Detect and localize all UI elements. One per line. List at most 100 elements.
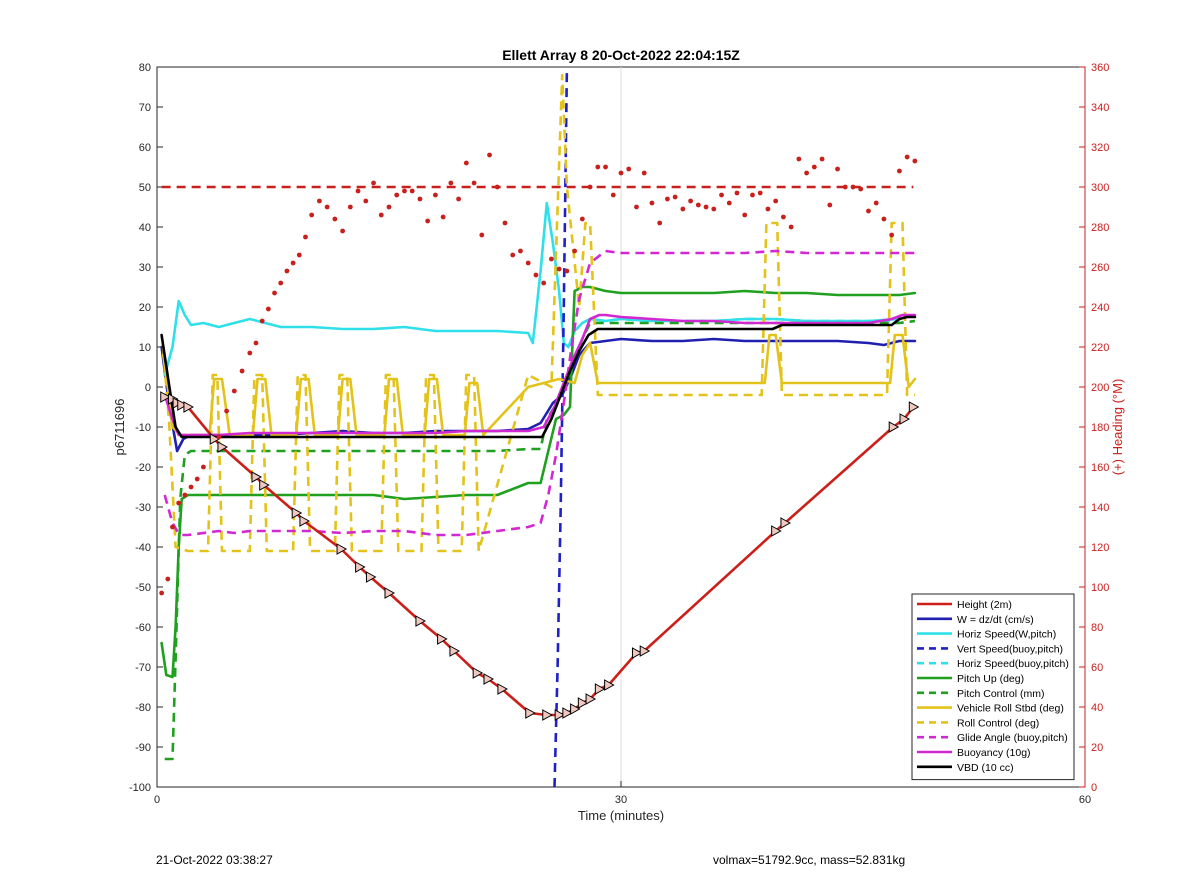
- heading-point: [518, 248, 523, 254]
- heading-point: [502, 220, 508, 226]
- heading-point: [657, 220, 663, 226]
- y-right-tick-label: 80: [1091, 622, 1103, 634]
- y-right-tick-label: 240: [1091, 302, 1109, 314]
- height-marker: [585, 693, 597, 705]
- height-marker: [336, 543, 348, 555]
- heading-point: [572, 248, 577, 254]
- heading-point: [765, 206, 771, 212]
- heading-point: [265, 306, 271, 312]
- y-tick-label: 10: [139, 342, 151, 354]
- height-marker: [554, 709, 566, 721]
- heading-point: [742, 212, 748, 218]
- heading-point: [804, 170, 809, 176]
- height-marker: [570, 703, 581, 715]
- height-marker: [209, 433, 221, 445]
- y-right-tick-label: 340: [1091, 102, 1109, 114]
- height-marker: [291, 507, 303, 519]
- y-right-tick-label: 360: [1091, 62, 1109, 74]
- heading-point: [510, 252, 516, 258]
- y-tick-label: -80: [135, 702, 151, 714]
- heading-point: [324, 204, 330, 210]
- height-marker: [908, 401, 920, 413]
- y-tick-label: -20: [135, 462, 151, 474]
- height-marker: [183, 401, 194, 413]
- heading-point: [471, 180, 477, 186]
- heading-point: [688, 198, 693, 204]
- footer-vehicle-params: volmax=51792.9cc, mass=52.831kg: [713, 853, 906, 867]
- x-tick-label: 60: [1079, 794, 1091, 806]
- heading-point: [402, 188, 407, 194]
- heading-point: [873, 200, 879, 206]
- y-tick-label: -40: [135, 542, 151, 554]
- y-tick-label: -30: [135, 502, 151, 514]
- heading-point: [842, 184, 848, 190]
- series-group: [159, 67, 920, 787]
- heading-point: [253, 340, 259, 346]
- y-right-tick-label: 60: [1091, 662, 1103, 674]
- heading-point: [170, 524, 175, 530]
- heading-point: [176, 500, 182, 506]
- legend-label: W = dz/dt (cm/s): [957, 614, 1034, 626]
- y-tick-label: 50: [139, 182, 151, 194]
- legend-label: Horiz Speed(W,pitch): [957, 629, 1056, 641]
- height-marker: [259, 479, 270, 491]
- heading-point: [440, 214, 446, 220]
- y-right-tick-label: 320: [1091, 142, 1109, 154]
- y-right-tick-label: 120: [1091, 542, 1109, 554]
- y-tick-label: 60: [139, 142, 151, 154]
- height-marker: [888, 421, 900, 433]
- heading-point: [347, 204, 353, 210]
- heading-point: [827, 202, 833, 208]
- heading-point: [610, 192, 616, 198]
- heading-point: [781, 214, 786, 220]
- heading-point: [549, 256, 554, 262]
- heading-point: [363, 198, 369, 204]
- series-pitch-control-mm: [164, 319, 916, 761]
- y-right-tick-label: 280: [1091, 222, 1109, 234]
- heading-point: [541, 280, 547, 286]
- heading-point: [259, 318, 265, 324]
- heading-point: [595, 164, 601, 170]
- height-marker: [577, 697, 589, 709]
- heading-point: [409, 188, 415, 194]
- y-tick-label: -90: [135, 742, 151, 754]
- heading-point: [394, 192, 400, 198]
- x-tick-label: 30: [615, 794, 627, 806]
- heading-point: [757, 190, 763, 196]
- heading-point: [332, 216, 338, 222]
- height-marker: [771, 525, 782, 537]
- series-vehicle-roll-stbd-deg: [161, 333, 917, 437]
- heading-point: [224, 408, 230, 414]
- y-right-axis-label: (+) Heading (°M): [1110, 379, 1125, 476]
- heading-point: [641, 170, 647, 176]
- legend: Height (2m) W = dz/dt (cm/s) Horiz Speed(W…: [911, 593, 1075, 781]
- legend-label: Horiz Speed(buoy,pitch): [957, 658, 1069, 670]
- heading-point: [881, 216, 887, 222]
- y-right-tick-label: 20: [1091, 742, 1103, 754]
- heading-point: [425, 218, 431, 224]
- heading-point: [533, 272, 539, 278]
- heading-point: [247, 350, 253, 356]
- legend-label: VBD (10 cc): [957, 762, 1014, 774]
- height-marker: [415, 615, 426, 627]
- heading-point: [811, 164, 817, 170]
- heading-point: [188, 484, 194, 490]
- y-right-tick-label: 220: [1091, 342, 1109, 354]
- heading-point: [278, 280, 284, 286]
- height-marker: [384, 587, 396, 599]
- chart-title: Ellett Array 8 20-Oct-2022 22:04:15Z: [502, 47, 740, 63]
- heading-point: [317, 198, 322, 204]
- height-marker: [483, 673, 495, 685]
- footer-timestamp: 21-Oct-2022 03:38:27: [156, 853, 273, 867]
- legend-label: Roll Control (deg): [957, 717, 1039, 729]
- heading-point: [819, 156, 825, 162]
- y-right-tick-label: 40: [1091, 702, 1103, 714]
- height-marker: [299, 515, 310, 527]
- series-vbd-10-cc: [160, 315, 917, 439]
- heading-point: [703, 204, 709, 210]
- x-axis-label: Time (minutes): [578, 808, 664, 823]
- heading-point: [626, 166, 632, 172]
- heading-point: [912, 158, 918, 164]
- height-marker: [355, 561, 366, 573]
- height-marker: [562, 707, 573, 719]
